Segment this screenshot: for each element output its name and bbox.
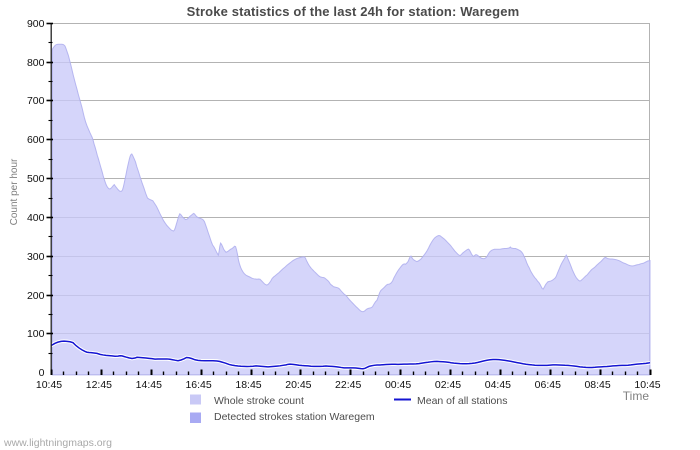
- svg-text:500: 500: [27, 173, 45, 185]
- svg-text:22:45: 22:45: [335, 379, 361, 391]
- svg-text:Whole stroke count: Whole stroke count: [214, 395, 304, 407]
- svg-text:700: 700: [27, 95, 45, 107]
- svg-text:18:45: 18:45: [235, 379, 261, 391]
- svg-text:100: 100: [27, 328, 45, 340]
- svg-text:16:45: 16:45: [185, 379, 211, 391]
- svg-text:Count per hour: Count per hour: [9, 158, 20, 225]
- svg-text:04:45: 04:45: [485, 379, 511, 391]
- svg-text:200: 200: [27, 290, 45, 302]
- svg-text:00:45: 00:45: [385, 379, 411, 391]
- svg-text:02:45: 02:45: [435, 379, 461, 391]
- svg-text:900: 900: [27, 18, 45, 30]
- svg-text:0: 0: [39, 367, 45, 379]
- svg-text:10:45: 10:45: [36, 379, 62, 391]
- svg-text:300: 300: [27, 251, 45, 263]
- svg-text:20:45: 20:45: [285, 379, 311, 391]
- svg-text:Time: Time: [623, 389, 650, 403]
- svg-text:14:45: 14:45: [136, 379, 162, 391]
- svg-text:Mean of all stations: Mean of all stations: [417, 395, 507, 407]
- svg-text:12:45: 12:45: [86, 379, 112, 391]
- svg-text:Detected strokes station Wareg: Detected strokes station Waregem: [214, 411, 375, 423]
- svg-text:800: 800: [27, 57, 45, 69]
- svg-text:10:45: 10:45: [634, 379, 660, 391]
- svg-text:www.lightningmaps.org: www.lightningmaps.org: [3, 437, 112, 449]
- svg-text:08:45: 08:45: [584, 379, 610, 391]
- svg-text:400: 400: [27, 212, 45, 224]
- svg-text:Stroke statistics of the last: Stroke statistics of the last 24h for st…: [187, 4, 520, 19]
- svg-text:06:45: 06:45: [535, 379, 561, 391]
- svg-text:600: 600: [27, 134, 45, 146]
